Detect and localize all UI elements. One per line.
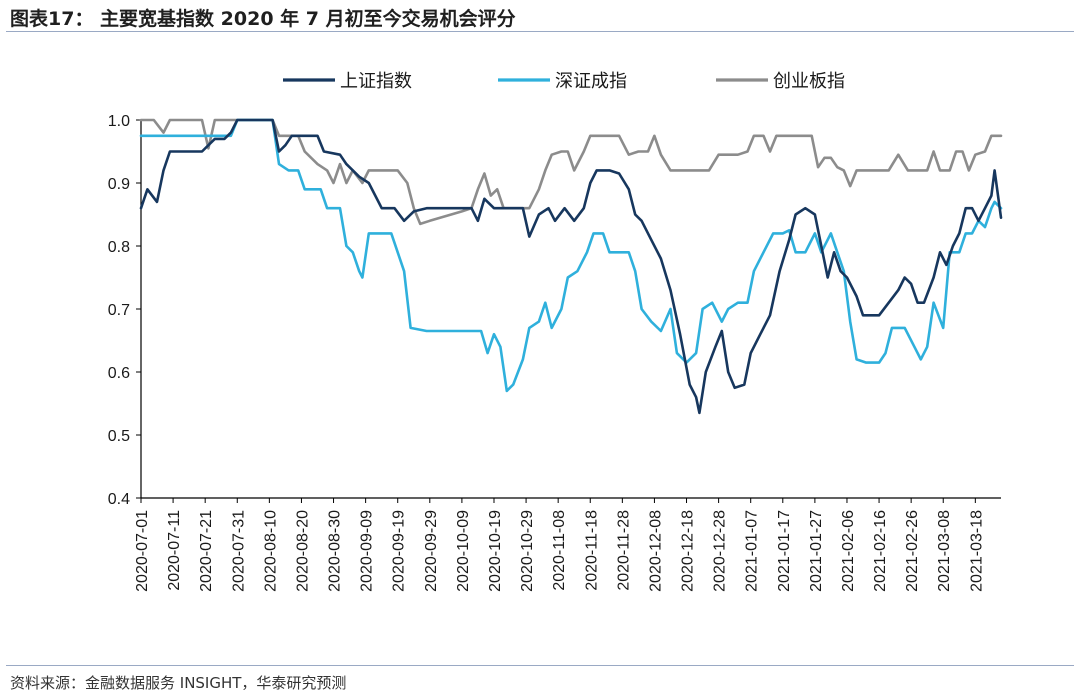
x-tick-label: 2021-01-17 — [776, 510, 793, 592]
x-tick-label: 2020-12-08 — [647, 510, 664, 592]
x-tick-label: 2020-12-28 — [712, 510, 729, 592]
x-tick-label: 2020-08-10 — [262, 510, 279, 592]
footer-divider — [6, 665, 1074, 666]
x-tick-label: 2020-09-29 — [423, 510, 440, 592]
chart-axes: 0.4 0.5 0.6 0.7 0.8 0.9 1.0 2020-07-01 2020-07-1… — [108, 113, 1001, 592]
x-tick-label: 2020-10-29 — [519, 510, 536, 592]
x-tick-label: 2021-03-08 — [936, 510, 953, 592]
x-tick-label: 2020-08-30 — [327, 510, 344, 592]
series-line-0 — [139, 118, 1003, 415]
x-tick-label: 2020-12-18 — [680, 510, 697, 592]
x-tick-label: 2020-07-31 — [230, 510, 247, 592]
x-tick-label: 2021-03-18 — [968, 510, 985, 592]
y-tick-label: 0.6 — [108, 365, 130, 382]
x-tick-label: 2021-02-06 — [840, 510, 857, 592]
x-tick-label: 2021-01-27 — [808, 510, 825, 592]
x-tick-label: 2020-10-19 — [487, 510, 504, 592]
series-line-1 — [139, 118, 1003, 393]
chart-title: 图表17： 主要宽基指数 2020 年 7 月初至今交易机会评分 — [10, 8, 516, 30]
y-tick-label: 0.9 — [108, 176, 130, 193]
x-tick-label: 2020-09-09 — [359, 510, 376, 592]
x-tick-label: 2020-07-01 — [134, 510, 151, 592]
line-chart: 0.4 0.5 0.6 0.7 0.8 0.9 1.0 2020-07-01 2020-07-1… — [108, 71, 1003, 592]
x-tick-label: 2021-02-16 — [872, 510, 889, 592]
x-tick-label: 2020-10-09 — [455, 510, 472, 592]
header-divider — [6, 31, 1074, 32]
chart-series-group — [139, 118, 1003, 415]
chart-legend: 上证指数 深证成指 创业板指 — [283, 71, 845, 92]
y-tick-label: 0.4 — [108, 491, 130, 508]
x-tick-label: 2020-11-28 — [615, 510, 632, 591]
source-note: 资料来源：金融数据服务 INSIGHT，华泰研究预测 — [10, 674, 347, 692]
x-tick-label: 2020-11-08 — [551, 510, 568, 591]
legend-label: 深证成指 — [555, 71, 627, 92]
y-tick-label: 0.5 — [108, 428, 130, 445]
x-tick-label: 2020-11-18 — [583, 510, 600, 591]
x-tick-label: 2020-08-20 — [294, 510, 311, 592]
y-tick-label: 0.7 — [108, 302, 130, 319]
x-tick-label: 2020-07-11 — [166, 510, 183, 591]
x-tick-label: 2020-07-21 — [198, 510, 215, 592]
x-tick-label: 2021-01-07 — [744, 510, 761, 592]
legend-label: 上证指数 — [340, 71, 412, 92]
y-tick-label: 1.0 — [108, 113, 130, 130]
x-tick-label: 2020-09-19 — [391, 510, 408, 592]
legend-label: 创业板指 — [773, 71, 845, 92]
series-line-2 — [139, 118, 1003, 226]
x-tick-label: 2021-02-26 — [904, 510, 921, 592]
y-tick-label: 0.8 — [108, 239, 130, 256]
